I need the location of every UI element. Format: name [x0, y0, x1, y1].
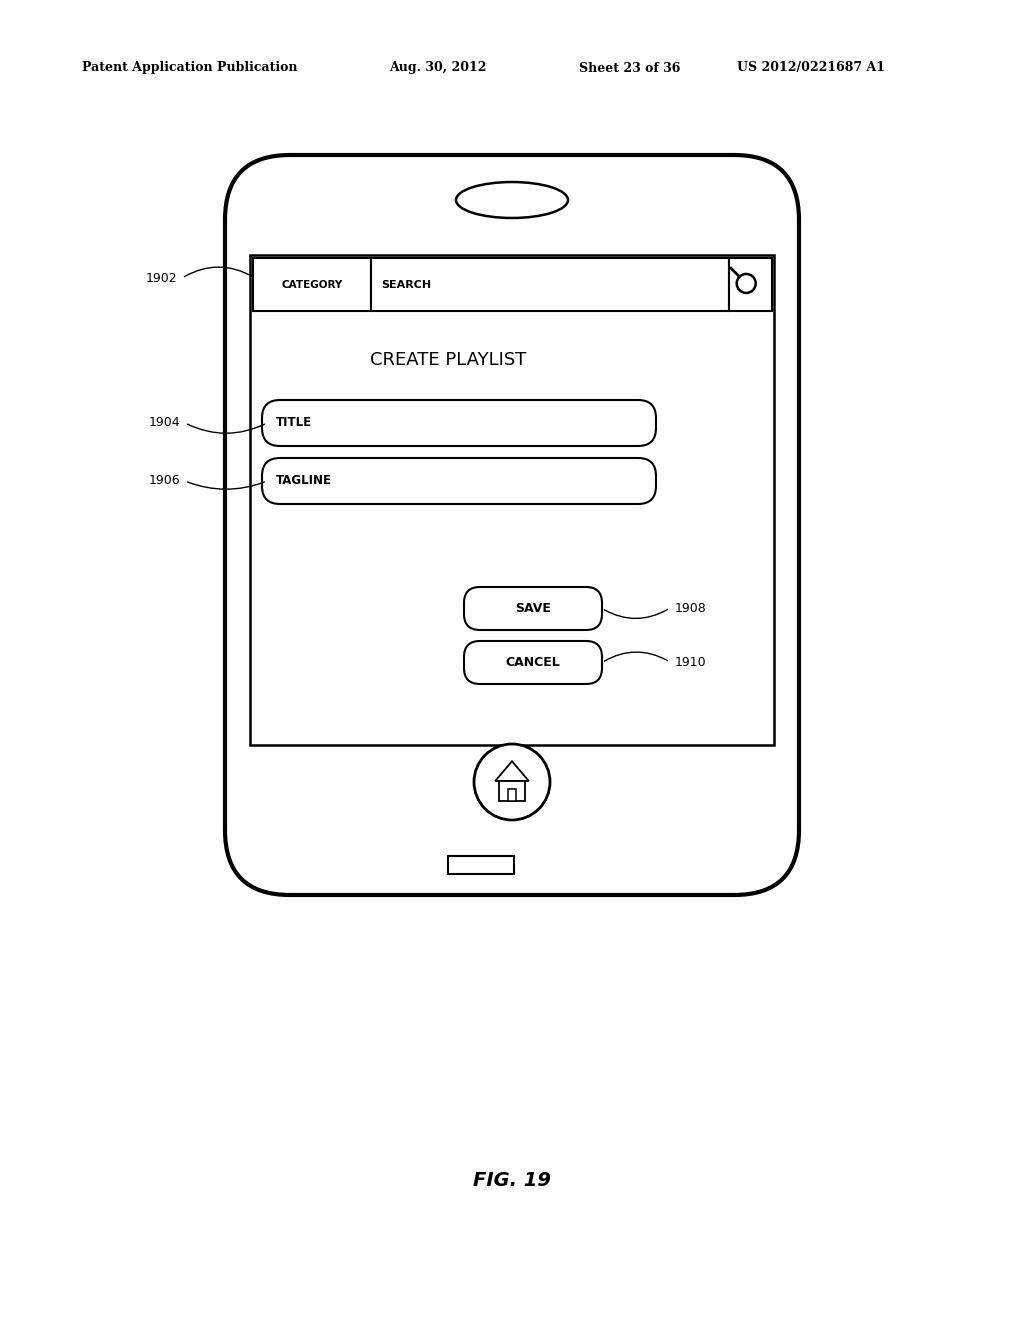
FancyBboxPatch shape [225, 154, 799, 895]
Text: SEARCH: SEARCH [381, 280, 431, 289]
Bar [253, 257, 371, 312]
Bar [449, 855, 514, 874]
Text: 1908: 1908 [675, 602, 707, 615]
Text: 1906: 1906 [148, 474, 180, 487]
Circle shape [736, 275, 756, 293]
Text: 1902: 1902 [145, 272, 177, 285]
Text: Aug. 30, 2012: Aug. 30, 2012 [389, 62, 486, 74]
FancyBboxPatch shape [262, 400, 656, 446]
FancyBboxPatch shape [262, 458, 656, 504]
Text: TAGLINE: TAGLINE [276, 474, 332, 487]
Bar [729, 257, 772, 312]
Bar [371, 257, 729, 312]
FancyBboxPatch shape [464, 587, 602, 630]
Bar [499, 781, 525, 801]
Polygon shape [496, 762, 528, 781]
Text: 1904: 1904 [148, 417, 180, 429]
Bar [250, 255, 774, 744]
Text: Patent Application Publication: Patent Application Publication [82, 62, 297, 74]
FancyBboxPatch shape [464, 642, 602, 684]
Text: US 2012/0221687 A1: US 2012/0221687 A1 [737, 62, 886, 74]
Text: TITLE: TITLE [276, 417, 312, 429]
Text: 1910: 1910 [675, 656, 707, 668]
Text: CREATE PLAYLIST: CREATE PLAYLIST [370, 351, 526, 370]
Text: CANCEL: CANCEL [506, 656, 560, 669]
Text: Sheet 23 of 36: Sheet 23 of 36 [579, 62, 680, 74]
Circle shape [474, 744, 550, 820]
Bar [508, 789, 516, 801]
Ellipse shape [456, 182, 568, 218]
Text: SAVE: SAVE [515, 602, 551, 615]
Text: FIG. 19: FIG. 19 [473, 1171, 551, 1189]
Text: CATEGORY: CATEGORY [282, 280, 343, 289]
